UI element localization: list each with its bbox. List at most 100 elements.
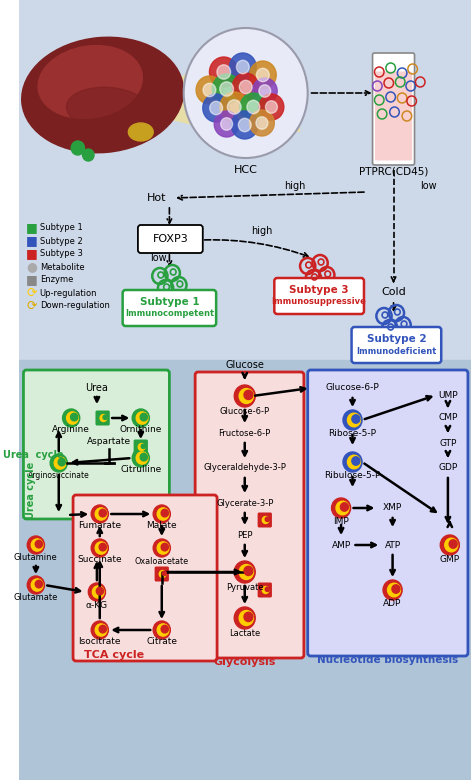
Circle shape [95, 508, 107, 520]
Circle shape [27, 576, 45, 594]
Bar [18, 360, 471, 780]
Circle shape [99, 509, 106, 517]
Circle shape [184, 28, 308, 158]
Text: Citrulline: Citrulline [120, 466, 162, 474]
Circle shape [203, 94, 229, 122]
Circle shape [140, 453, 147, 461]
Circle shape [31, 579, 43, 591]
Circle shape [35, 541, 43, 548]
Circle shape [136, 452, 148, 464]
Circle shape [240, 93, 267, 121]
Circle shape [95, 542, 107, 554]
Text: PTPRC(CD45): PTPRC(CD45) [359, 167, 428, 177]
Circle shape [153, 539, 170, 557]
Circle shape [347, 413, 360, 427]
Circle shape [214, 111, 239, 137]
Text: Glycerate-3-P: Glycerate-3-P [216, 498, 273, 508]
Circle shape [229, 53, 256, 81]
Circle shape [210, 101, 222, 115]
Circle shape [340, 503, 348, 511]
Text: FOXP3: FOXP3 [153, 234, 188, 244]
FancyBboxPatch shape [73, 495, 217, 661]
FancyBboxPatch shape [373, 53, 415, 165]
FancyBboxPatch shape [308, 370, 468, 656]
Circle shape [159, 570, 166, 577]
Circle shape [99, 626, 106, 633]
Text: ■: ■ [27, 247, 38, 261]
Circle shape [58, 459, 65, 466]
Text: ●: ● [27, 261, 37, 274]
Text: Subtype 2: Subtype 2 [366, 334, 426, 344]
Circle shape [445, 538, 458, 551]
Text: ⟳: ⟳ [27, 300, 37, 313]
Circle shape [140, 413, 147, 421]
Text: Subtype 1: Subtype 1 [139, 297, 199, 307]
FancyBboxPatch shape [258, 583, 272, 597]
Text: ■: ■ [27, 235, 38, 247]
Circle shape [265, 517, 269, 522]
Circle shape [256, 117, 268, 129]
Circle shape [238, 119, 251, 132]
Circle shape [449, 540, 457, 548]
Text: ATP: ATP [384, 541, 401, 549]
Text: Glucose-6-P: Glucose-6-P [326, 384, 379, 392]
Text: Ribulose-5-P: Ribulose-5-P [324, 471, 381, 480]
Circle shape [91, 505, 109, 523]
Text: Urea  cycle: Urea cycle [3, 450, 64, 460]
Text: Down-regulation: Down-regulation [40, 302, 109, 310]
Circle shape [221, 118, 233, 130]
FancyBboxPatch shape [274, 278, 364, 314]
Text: Enzyme: Enzyme [40, 275, 73, 285]
Circle shape [153, 621, 170, 639]
FancyBboxPatch shape [375, 72, 412, 161]
Text: Oxaloacetate: Oxaloacetate [135, 556, 189, 566]
Text: Immunocompetent: Immunocompetent [125, 310, 214, 318]
Circle shape [157, 508, 169, 520]
Text: Aspartate: Aspartate [87, 438, 131, 446]
Circle shape [244, 390, 253, 399]
Circle shape [336, 502, 349, 515]
Circle shape [99, 544, 106, 551]
Text: Malate: Malate [146, 522, 177, 530]
Text: HCC: HCC [234, 165, 258, 175]
Circle shape [234, 561, 255, 583]
Bar [18, 0, 471, 360]
Text: GTP: GTP [439, 438, 456, 448]
Ellipse shape [38, 45, 142, 119]
Text: XMP: XMP [383, 504, 402, 512]
Text: Citrate: Citrate [146, 637, 177, 647]
Text: Succinate: Succinate [77, 555, 122, 565]
Circle shape [153, 505, 170, 523]
Circle shape [234, 607, 255, 629]
Circle shape [71, 141, 84, 155]
Text: Urea: Urea [85, 383, 109, 393]
Text: Glutamate: Glutamate [14, 594, 58, 602]
Circle shape [132, 409, 149, 427]
Text: Subtype 3: Subtype 3 [289, 285, 349, 295]
Circle shape [203, 83, 216, 97]
Circle shape [27, 536, 45, 554]
Text: ⟳: ⟳ [27, 286, 37, 300]
Text: GMP: GMP [440, 555, 460, 563]
Text: Ornithine: Ornithine [119, 426, 162, 434]
Text: Isocitrate: Isocitrate [79, 637, 121, 647]
Circle shape [237, 60, 249, 74]
Circle shape [239, 565, 254, 580]
Text: Pyruvate: Pyruvate [226, 583, 264, 593]
Circle shape [440, 535, 459, 555]
Text: Glycolysis: Glycolysis [214, 657, 276, 667]
Circle shape [262, 587, 269, 594]
Text: Up-regulation: Up-regulation [40, 289, 97, 297]
Circle shape [138, 444, 145, 451]
Circle shape [157, 542, 169, 554]
Text: Subtype 3: Subtype 3 [40, 250, 82, 258]
Circle shape [220, 82, 234, 96]
Circle shape [249, 110, 274, 136]
Circle shape [347, 456, 360, 469]
Circle shape [35, 580, 43, 588]
Text: TCA cycle: TCA cycle [84, 650, 144, 660]
Text: Glucose-6-P: Glucose-6-P [219, 407, 270, 417]
Circle shape [231, 111, 258, 139]
Text: Arginosuccinate: Arginosuccinate [28, 470, 90, 480]
Ellipse shape [22, 37, 183, 153]
